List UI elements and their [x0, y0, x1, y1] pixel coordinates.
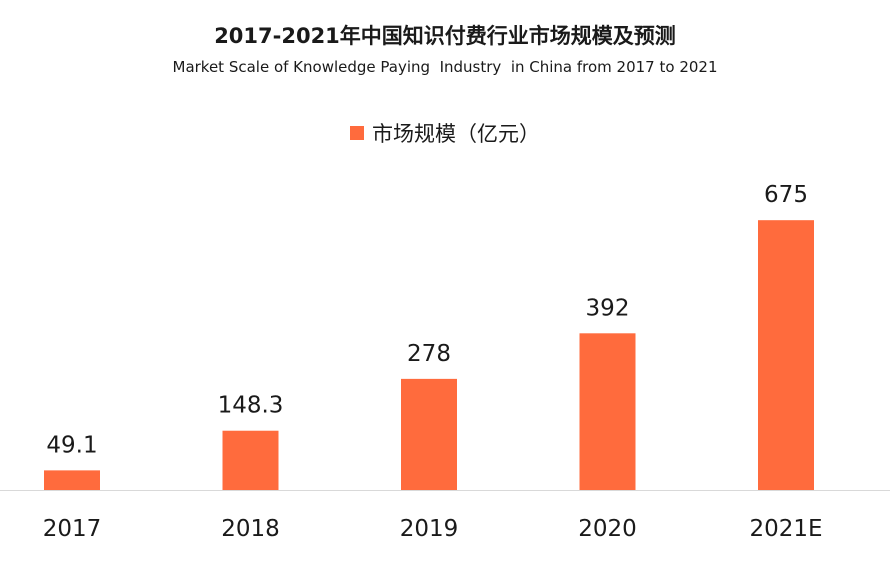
x-tick-label-2018: 2018 [221, 516, 280, 542]
bar-2019 [401, 378, 457, 490]
bar-2020 [579, 333, 636, 490]
x-tick-label-2017: 2017 [43, 516, 102, 542]
data-label-2019: 278 [407, 341, 451, 367]
x-tick-label-2019: 2019 [400, 516, 459, 542]
data-label-2017: 49.1 [46, 432, 97, 458]
x-tick-label-2020: 2020 [578, 516, 637, 542]
data-label-2018: 148.3 [218, 393, 284, 419]
x-tick-label-2021E: 2021E [749, 516, 822, 542]
bar-2017 [44, 470, 100, 490]
bar-2021E [758, 220, 814, 490]
legend-label: 市场规模（亿元） [372, 122, 540, 146]
data-label-2021E: 675 [764, 182, 808, 208]
chart-title: 2017-2021年中国知识付费行业市场规模及预测 [214, 24, 676, 48]
legend-swatch [350, 126, 364, 140]
chart-subtitle: Market Scale of Knowledge Paying Industr… [172, 58, 718, 76]
legend: 市场规模（亿元） [0, 118, 890, 148]
bar-2018 [222, 430, 279, 490]
data-label-2020: 392 [586, 295, 630, 321]
